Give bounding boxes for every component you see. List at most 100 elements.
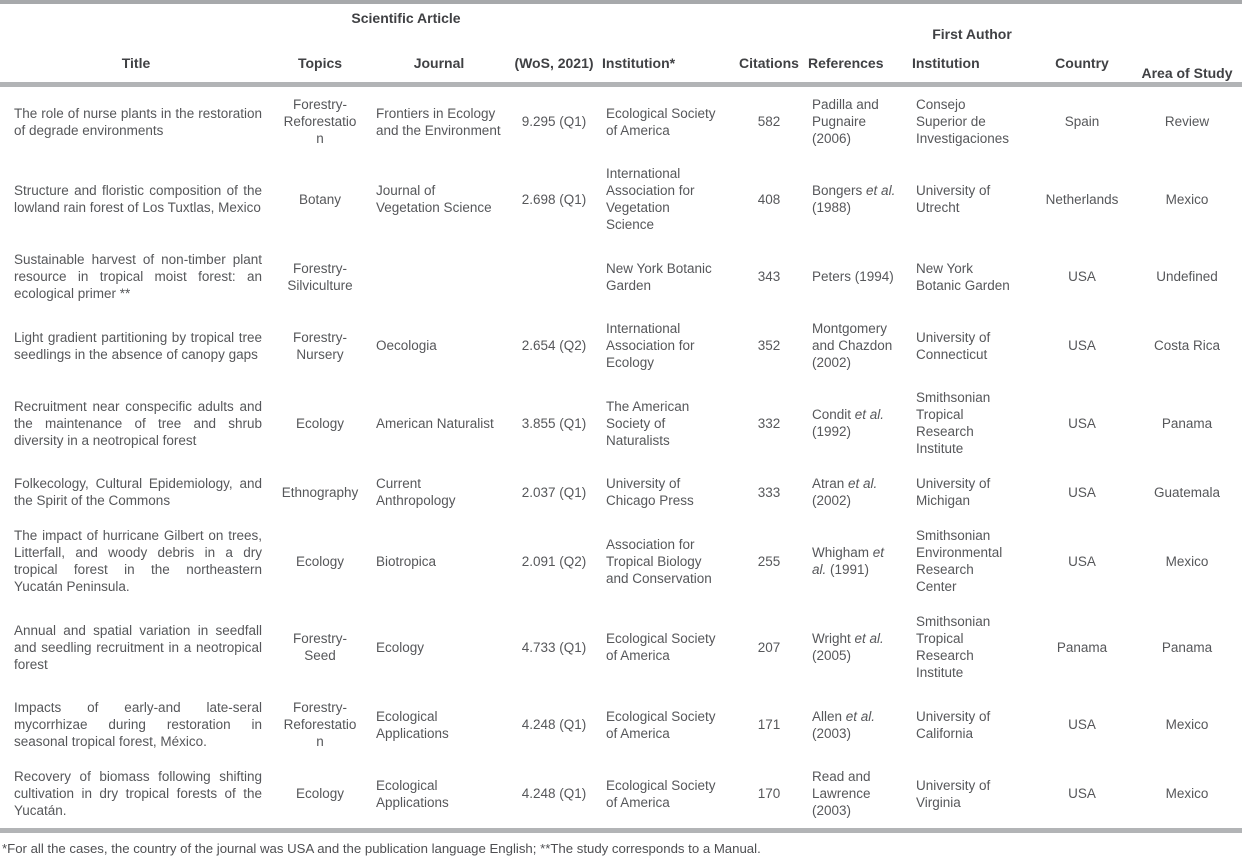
cell-fa_institution: Smithsonian Tropical Research Institute: [916, 614, 991, 681]
cell-area: Costa Rica: [1153, 338, 1221, 354]
cell-citations: 408: [757, 191, 781, 207]
cell-area: Mexico: [1165, 786, 1209, 802]
cell-institution: Association for Tropical Biology and Con…: [606, 536, 712, 586]
cell-institution: University of Chicago Press: [606, 476, 694, 509]
cell-area: Panama: [1161, 639, 1213, 655]
cell-institution: International Association for Vegetation…: [606, 166, 695, 233]
literature-review-table: Scientific Article First Author Area of …: [0, 0, 1242, 834]
cell-title: Folkecology, Cultural Epidemiology, and …: [14, 476, 262, 509]
cell-references: Padilla and Pugnaire (2006): [812, 97, 879, 147]
cell-journal: Ecological Applications: [376, 708, 449, 741]
cell-institution: Ecological Society of America: [606, 708, 716, 741]
cell-area: Panama: [1161, 415, 1213, 431]
cell-area: Guatemala: [1153, 484, 1221, 500]
cell-title: Impacts of early-and late-seral mycorrhi…: [14, 700, 262, 750]
table-body: The role of nurse plants in the restorat…: [0, 85, 1242, 831]
cell-fa_institution: New York Botanic Garden: [916, 260, 1010, 293]
cell-country: USA: [1068, 484, 1096, 500]
column-header-institution: Institution*: [598, 47, 734, 88]
cell-citations: 332: [757, 415, 781, 431]
cell-wos: [510, 242, 598, 311]
cell-title: Annual and spatial variation in seedfall…: [14, 622, 262, 672]
column-header-fa-institution: Institution: [908, 47, 1032, 88]
column-header-area-of-study: Area of Study: [1132, 2, 1242, 88]
column-header-country: Country: [1032, 47, 1132, 88]
cell-title: Sustainable harvest of non-timber plant …: [14, 252, 262, 302]
group-label-first-author: First Author: [932, 26, 1012, 42]
cell-wos: 2.037 (Q1): [521, 484, 587, 500]
cell-title: Recruitment near conspecific adults and …: [14, 398, 262, 448]
cell-topics: Ecology: [295, 786, 345, 802]
cell-topics: Botany: [298, 191, 342, 207]
cell-journal: [368, 242, 510, 311]
cell-topics: Forestry-Reforestation: [283, 97, 357, 147]
cell-fa_institution: Smithsonian Tropical Research Institute: [916, 390, 991, 457]
cell-title: Light gradient partitioning by tropical …: [14, 329, 262, 362]
table-row: The impact of hurricane Gilbert on trees…: [0, 518, 1242, 604]
table-row: Impacts of early-and late-seral mycorrhi…: [0, 690, 1242, 759]
cell-fa_institution: University of Utrecht: [916, 183, 991, 216]
cell-wos: 4.248 (Q1): [521, 717, 587, 733]
cell-title: Structure and floristic composition of t…: [14, 183, 262, 216]
cell-country: Netherlands: [1045, 191, 1119, 207]
cell-country: Spain: [1064, 114, 1100, 130]
table-row: Folkecology, Cultural Epidemiology, and …: [0, 466, 1242, 518]
cell-title: The role of nurse plants in the restorat…: [14, 105, 262, 138]
cell-title: The impact of hurricane Gilbert on trees…: [14, 528, 262, 595]
cell-institution: New York Botanic Garden: [606, 260, 712, 293]
cell-citations: 171: [757, 717, 781, 733]
cell-area: Review: [1164, 114, 1210, 130]
cell-wos: 2.698 (Q1): [521, 191, 587, 207]
table-footnote: *For all the cases, the country of the j…: [2, 841, 761, 857]
cell-fa_institution: University of Michigan: [916, 476, 991, 509]
cell-references: Wright et al. (2005): [812, 631, 884, 664]
cell-citations: 333: [757, 484, 781, 500]
cell-institution: Ecological Society of America: [606, 631, 716, 664]
cell-journal: Ecology: [376, 639, 425, 655]
cell-journal: Journal of Vegetation Science: [376, 183, 492, 216]
cell-topics: Forestry-Silviculture: [287, 260, 353, 293]
column-header-row: Title Topics Journal (WoS, 2021) Institu…: [0, 47, 1242, 88]
cell-journal: Current Anthropology: [376, 476, 456, 509]
group-label-scientific-article: Scientific Article: [351, 10, 461, 26]
cell-institution: Ecological Society of America: [606, 777, 716, 810]
column-header-wos-2021: (WoS, 2021): [510, 47, 598, 88]
cell-citations: 343: [757, 269, 781, 285]
cell-citations: 352: [757, 338, 781, 354]
cell-journal: American Naturalist: [376, 415, 494, 431]
cell-country: Panama: [1056, 639, 1108, 655]
cell-references: Allen et al. (2003): [812, 708, 876, 741]
cell-topics: Ecology: [295, 415, 345, 431]
cell-references: Bongers et al. (1988): [812, 183, 896, 216]
table-row: Recovery of biomass following shifting c…: [0, 759, 1242, 831]
cell-institution: The American Society of Naturalists: [606, 398, 690, 448]
cell-citations: 255: [757, 553, 781, 569]
cell-references: Condit et al. (1992): [812, 407, 885, 440]
cell-wos: 2.654 (Q2): [521, 338, 587, 354]
cell-title: Recovery of biomass following shifting c…: [14, 769, 262, 819]
cell-references: Read and Lawrence (2003): [812, 769, 871, 819]
cell-topics: Ecology: [295, 553, 345, 569]
cell-area: Mexico: [1165, 553, 1209, 569]
cell-institution: Ecological Society of America: [606, 105, 716, 138]
cell-references: Montgomery and Chazdon (2002): [812, 321, 893, 371]
cell-topics: Forestry-Reforestation: [283, 700, 357, 750]
cell-journal: Oecologia: [376, 338, 437, 354]
column-header-references: References: [804, 47, 908, 88]
table-row: Light gradient partitioning by tropical …: [0, 311, 1242, 380]
cell-fa_institution: Smithsonian Environmental Research Cente…: [916, 528, 1003, 595]
group-header-row: Scientific Article First Author Area of …: [0, 2, 1242, 88]
cell-citations: 170: [757, 786, 781, 802]
cell-topics: Forestry-Nursery: [293, 329, 347, 362]
column-header-topics: Topics: [272, 47, 368, 88]
table-row: The role of nurse plants in the restorat…: [0, 85, 1242, 157]
cell-references: Peters (1994): [812, 269, 894, 285]
cell-fa_institution: University of Connecticut: [916, 329, 991, 362]
cell-wos: 2.091 (Q2): [521, 553, 587, 569]
cell-area: Mexico: [1165, 191, 1209, 207]
cell-wos: 4.248 (Q1): [521, 786, 587, 802]
cell-country: USA: [1068, 786, 1096, 802]
cell-country: USA: [1068, 269, 1096, 285]
cell-topics: Ethnography: [281, 484, 359, 500]
cell-wos: 3.855 (Q1): [521, 415, 587, 431]
